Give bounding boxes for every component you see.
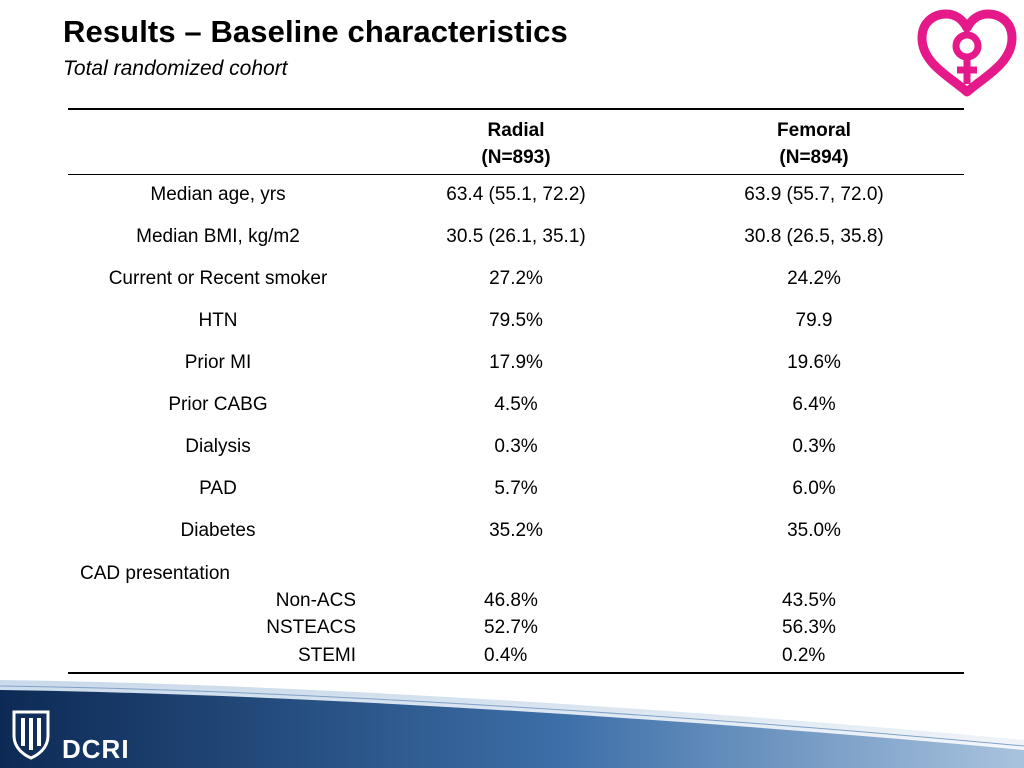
femoral-value: 56.3% (782, 617, 836, 638)
femoral-value: 19.6% (787, 352, 841, 373)
row-label: STEMI (297, 645, 356, 666)
table-bottom-rule (68, 672, 964, 674)
row-label: Non-ACS (275, 590, 356, 611)
radial-value: 63.4 (55.1, 72.2) (446, 184, 586, 205)
column-count: (N=894) (779, 147, 849, 168)
radial-value: 17.9% (489, 352, 543, 373)
femoral-value: 35.0% (787, 520, 841, 541)
row-label: HTN (198, 310, 238, 331)
table-header-rule (68, 174, 964, 175)
radial-value: 27.2% (489, 268, 543, 289)
femoral-value: 30.8 (26.5, 35.8) (744, 226, 884, 247)
femoral-value: 43.5% (782, 590, 836, 611)
radial-value: 0.3% (494, 436, 538, 457)
row-label: PAD (199, 478, 237, 499)
row-label: Median age, yrs (150, 184, 286, 205)
row-label: Prior MI (184, 352, 252, 373)
cad-presentation-label: CAD presentation (80, 563, 230, 584)
page-title: Results – Baseline characteristics (63, 14, 568, 49)
column-count: (N=893) (481, 147, 551, 168)
femoral-value: 79.9 (795, 310, 833, 331)
radial-value: 52.7% (484, 617, 538, 638)
row-label: Diabetes (180, 520, 256, 541)
row-label: NSTEACS (266, 617, 356, 638)
femoral-value: 6.0% (792, 478, 836, 499)
radial-value: 46.8% (484, 590, 538, 611)
column-header-radial: Radial (N=893) (386, 117, 646, 171)
femoral-value: 6.4% (792, 394, 836, 415)
table-top-rule (68, 108, 964, 110)
row-label: Current or Recent smoker (108, 268, 328, 289)
footer-banner (0, 676, 1024, 768)
radial-value: 79.5% (489, 310, 543, 331)
row-label: Prior CABG (168, 394, 268, 415)
radial-value: 4.5% (494, 394, 538, 415)
radial-value: 0.4% (484, 645, 528, 666)
column-name: Radial (487, 120, 545, 141)
radial-value: 5.7% (494, 478, 538, 499)
duke-shield-icon (12, 710, 50, 760)
dcri-brand-label: DCRI (62, 734, 130, 764)
row-label: Median BMI, kg/m2 (136, 226, 300, 247)
femoral-value: 63.9 (55.7, 72.0) (744, 184, 884, 205)
heart-female-symbol-logo (917, 9, 1017, 97)
column-name: Femoral (777, 120, 851, 141)
page-subtitle: Total randomized cohort (63, 57, 288, 80)
femoral-value: 24.2% (787, 268, 841, 289)
femoral-value: 0.2% (782, 645, 826, 666)
column-header-femoral: Femoral (N=894) (684, 117, 944, 171)
radial-value: 35.2% (489, 520, 543, 541)
radial-value: 30.5 (26.1, 35.1) (446, 226, 586, 247)
row-label: Dialysis (185, 436, 251, 457)
femoral-value: 0.3% (792, 436, 836, 457)
